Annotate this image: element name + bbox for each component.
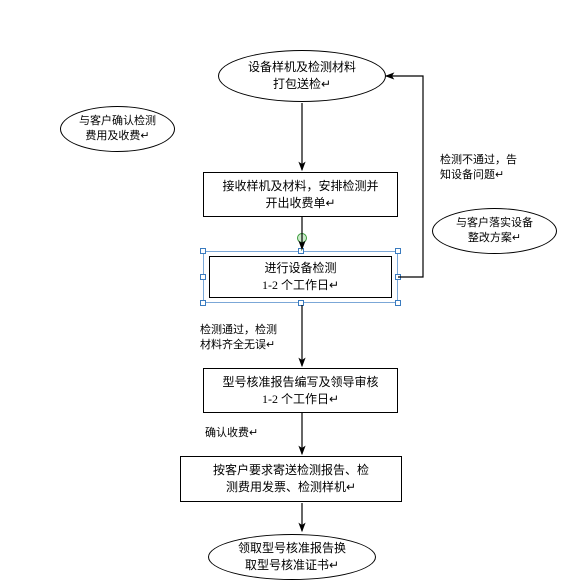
node-report: 型号核准报告编写及领导审核 1-2 个工作日↵: [203, 368, 398, 413]
note-fail: 检测不通过，告 知设备问题↵: [440, 148, 550, 188]
selection-handle[interactable]: [395, 300, 401, 306]
node-receive: 接收样机及材料，安排检测并 开出收费单↵: [203, 172, 398, 217]
selection-handle[interactable]: [298, 300, 304, 306]
rotation-handle[interactable]: [297, 233, 307, 243]
note-fail-label: 检测不通过，告 知设备问题↵: [440, 153, 517, 184]
note-pass-label: 检测通过，检测 材料齐全无误↵: [200, 323, 277, 354]
node-deliver: 按客户要求寄送检测报告、检 测费用发票、检测样机↵: [180, 456, 402, 502]
node-report-label: 型号核准报告编写及领导审核 1-2 个工作日↵: [222, 374, 378, 408]
node-inspect[interactable]: 进行设备检测 1-2 个工作日↵: [203, 251, 398, 303]
node-end-label: 领取型号核准报告换 取型号核准证书↵: [238, 540, 346, 574]
node-inspect-label: 进行设备检测 1-2 个工作日↵: [262, 260, 339, 294]
node-receive-label: 接收样机及材料，安排检测并 开出收费单↵: [222, 178, 378, 212]
node-rectify-label: 与客户落实设备 整改方案↵: [456, 216, 533, 247]
selection-handle[interactable]: [200, 248, 206, 254]
node-start: 设备样机及检测材料 打包送检↵: [218, 50, 386, 102]
selection-handle[interactable]: [395, 274, 401, 280]
note-confirm-charge: 确认收费↵: [205, 424, 275, 444]
selection-handle[interactable]: [200, 300, 206, 306]
node-end: 领取型号核准报告换 取型号核准证书↵: [208, 534, 376, 580]
node-confirm-fee-label: 与客户确认检测 费用及收费↵: [79, 114, 156, 145]
node-deliver-label: 按客户要求寄送检测报告、检 测费用发票、检测样机↵: [213, 462, 369, 496]
note-pass: 检测通过，检测 材料齐全无误↵: [200, 318, 310, 358]
node-start-label: 设备样机及检测材料 打包送检↵: [248, 59, 356, 93]
note-confirm-charge-label: 确认收费↵: [205, 426, 258, 441]
node-rectify: 与客户落实设备 整改方案↵: [432, 208, 557, 254]
node-inspect-inner: 进行设备检测 1-2 个工作日↵: [209, 256, 392, 298]
selection-handle[interactable]: [200, 274, 206, 280]
selection-handle[interactable]: [395, 248, 401, 254]
node-confirm-fee: 与客户确认检测 费用及收费↵: [60, 106, 175, 152]
